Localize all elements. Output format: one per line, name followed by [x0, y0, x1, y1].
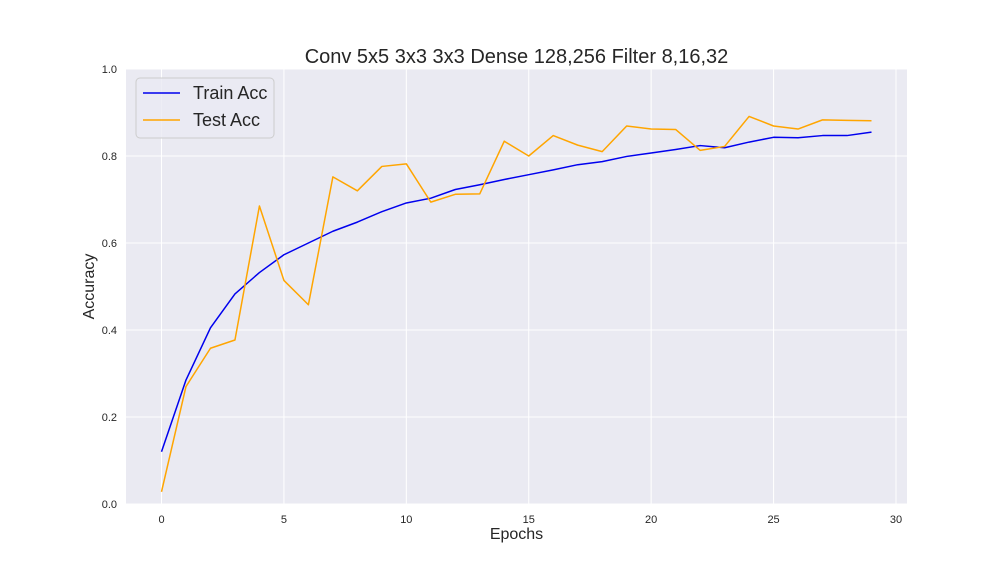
x-tick-label: 25 [767, 514, 779, 526]
x-tick-label: 10 [400, 514, 412, 526]
legend: Train Acc Test Acc [135, 77, 275, 139]
series-line-train-acc [160, 131, 872, 453]
y-tick-label: 1.0 [102, 64, 117, 76]
y-tick-label: 0.8 [102, 151, 117, 163]
x-tick-label: 15 [523, 514, 535, 526]
x-tick-label: 20 [645, 514, 657, 526]
grid-lines [126, 68, 907, 505]
y-tick-label: 0.0 [102, 499, 117, 511]
y-tick-label: 0.2 [102, 412, 117, 424]
series-line-test-acc [160, 115, 872, 492]
legend-label-train-acc: Train Acc [193, 83, 267, 103]
y-tick-label: 0.6 [102, 238, 117, 250]
legend-label-test-acc: Test Acc [193, 110, 260, 130]
series-lines [160, 115, 872, 492]
x-tick-label: 0 [158, 514, 164, 526]
x-axis-label: Epochs [490, 526, 543, 543]
y-axis-label: Accuracy [81, 254, 98, 320]
y-tick-label: 0.4 [102, 325, 117, 337]
x-tick-label: 5 [281, 514, 287, 526]
plot-area-background [126, 69, 907, 504]
x-tick-label: 30 [890, 514, 902, 526]
tick-labels: 0 5 10 15 20 25 30 0.0 0.2 0.4 0.6 0.8 1.0 [102, 64, 902, 526]
chart-title: Conv 5x5 3x3 3x3 Dense 128,256 Filter 8,… [305, 46, 729, 68]
